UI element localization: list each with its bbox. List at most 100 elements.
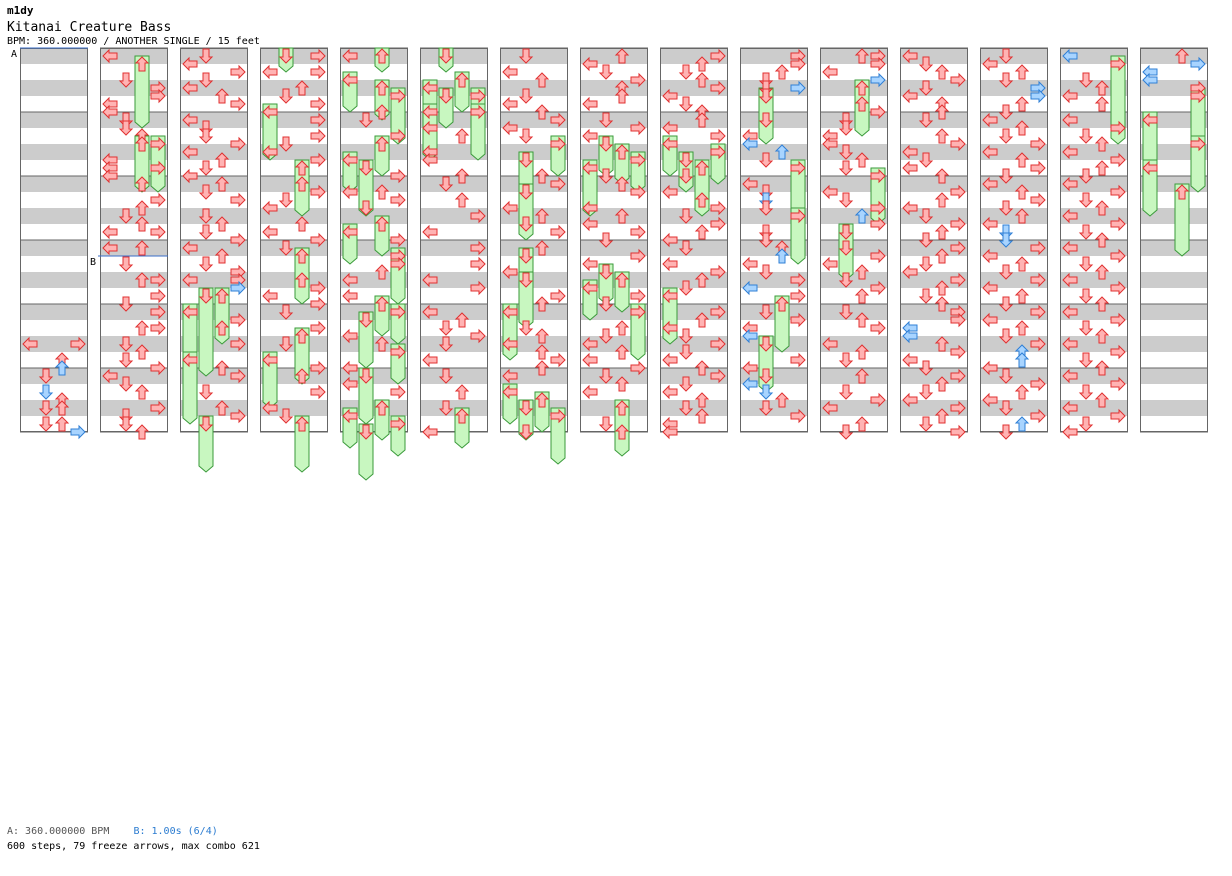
beat-stripe: [1060, 304, 1128, 320]
beat-stripe: [100, 208, 168, 224]
beat-stripe: [740, 400, 808, 416]
column-border: [420, 48, 488, 432]
timing-markers: A B: [11, 47, 168, 268]
beat-stripe: [580, 240, 648, 256]
beat-stripe: [100, 304, 168, 320]
beat-stripe: [500, 80, 568, 96]
beat-stripe: [20, 272, 88, 288]
beat-stripe: [660, 240, 728, 256]
beat-stripe: [20, 48, 88, 64]
freeze-arrow: [1142, 159, 1158, 217]
footer-stats: 600 steps, 79 freeze arrows, max combo 6…: [7, 841, 260, 852]
freeze-arrow: [470, 103, 486, 161]
beat-stripe: [20, 112, 88, 128]
chart-column: [500, 47, 568, 433]
beat-stripe: [420, 176, 488, 192]
beat-stripe: [180, 80, 248, 96]
stop-legend: B: 1.00s (6/4): [133, 826, 218, 837]
beat-stripe: [660, 368, 728, 384]
beat-stripe: [660, 336, 728, 352]
freeze-arrow: [134, 55, 150, 129]
beat-stripe: [740, 304, 808, 320]
beat-stripe: [420, 400, 488, 416]
beat-stripe: [340, 208, 408, 224]
beat-stripe: [820, 240, 888, 256]
beat-stripe: [900, 48, 968, 64]
beat-stripe: [420, 208, 488, 224]
freeze-arrow: [182, 351, 198, 425]
beat-stripe: [980, 176, 1048, 192]
beat-stripe: [1140, 272, 1208, 288]
beat-stripe: [180, 144, 248, 160]
chart-column: [1060, 47, 1128, 433]
beat-stripe: [500, 48, 568, 64]
beat-stripe: [740, 144, 808, 160]
beat-stripe: [180, 240, 248, 256]
beat-stripe: [980, 48, 1048, 64]
beat-stripe: [20, 144, 88, 160]
beat-stripe: [820, 48, 888, 64]
freeze-arrow: [630, 303, 646, 361]
freeze-arrow: [390, 87, 406, 145]
freeze-arrow: [358, 311, 374, 369]
beat-stripe: [1140, 336, 1208, 352]
beat-stripe: [20, 368, 88, 384]
beat-stripe: [820, 336, 888, 352]
beat-stripe: [980, 240, 1048, 256]
beat-stripe: [820, 272, 888, 288]
column-border: [260, 48, 328, 432]
beat-stripe: [100, 400, 168, 416]
beat-stripe: [260, 176, 328, 192]
chart-column: [980, 47, 1048, 433]
column-border: [900, 48, 968, 432]
column-border: [580, 48, 648, 432]
chart-column: [820, 47, 888, 433]
beat-stripe: [260, 400, 328, 416]
freeze-arrow: [150, 135, 166, 193]
beat-stripe: [980, 304, 1048, 320]
beat-stripe: [500, 240, 568, 256]
beat-stripe: [580, 48, 648, 64]
column-border: [980, 48, 1048, 432]
bpm-legend: A: 360.000000 BPM: [7, 826, 110, 837]
freeze-arrow: [790, 207, 806, 265]
beat-stripe: [1060, 144, 1128, 160]
beat-stripe: [500, 272, 568, 288]
beat-stripe: [260, 272, 328, 288]
chart-column: [100, 47, 168, 433]
freeze-arrow: [1110, 55, 1126, 145]
freeze-arrow: [1174, 183, 1190, 257]
beat-stripe: [500, 208, 568, 224]
footer-timing: A: 360.000000 BPM B: 1.00s (6/4): [7, 826, 218, 838]
freeze-arrow: [550, 407, 566, 465]
beat-stripe: [900, 176, 968, 192]
beat-stripe: [1140, 240, 1208, 256]
beat-stripe: [420, 48, 488, 64]
beat-stripe: [980, 144, 1048, 160]
beat-stripe: [20, 336, 88, 352]
beat-stripe: [900, 144, 968, 160]
beat-stripe: [740, 368, 808, 384]
freeze-arrow: [198, 415, 214, 473]
freeze-arrow: [358, 367, 374, 425]
beat-stripe: [100, 368, 168, 384]
chart-column: [20, 47, 88, 433]
beat-stripe: [260, 336, 328, 352]
beat-stripe: [1140, 368, 1208, 384]
beat-stripe: [900, 112, 968, 128]
beat-stripe: [660, 48, 728, 64]
beat-stripe: [260, 304, 328, 320]
beat-stripe: [1060, 368, 1128, 384]
beat-stripe: [20, 176, 88, 192]
beat-stripe: [900, 304, 968, 320]
beat-stripe: [20, 208, 88, 224]
beat-stripe: [340, 48, 408, 64]
beat-stripe: [180, 112, 248, 128]
beat-stripe: [180, 208, 248, 224]
beat-stripe: [660, 112, 728, 128]
beat-stripe: [820, 80, 888, 96]
beat-stripe: [580, 368, 648, 384]
beat-stripe: [20, 240, 88, 256]
beat-stripe: [820, 368, 888, 384]
